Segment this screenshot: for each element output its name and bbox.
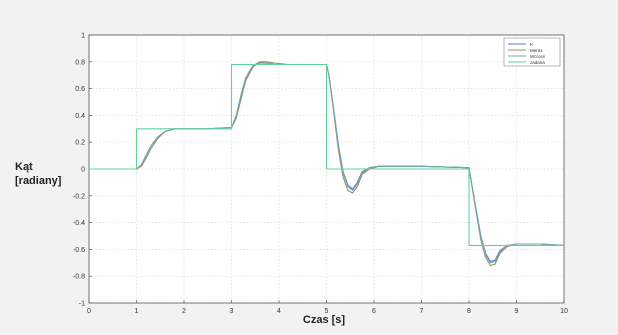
series-line-zadana [89, 63, 564, 246]
y-tick-label: 0.2 [75, 140, 85, 147]
x-tick-label: 3 [230, 308, 234, 315]
legend-label: Wcross [530, 54, 546, 59]
y-tick-label: 0 [81, 167, 85, 174]
x-tick-label: 4 [277, 308, 281, 315]
y-tick-label: -0.2 [73, 193, 85, 200]
x-tick-label: 10 [560, 308, 568, 315]
x-tick-label: 5 [325, 308, 329, 315]
y-tick-label: 0.4 [75, 113, 85, 120]
y-axis-label: Kąt [radiany] [15, 160, 61, 188]
x-tick-label: 7 [420, 308, 424, 315]
legend-box [503, 37, 561, 67]
y-tick-label: -1 [79, 301, 85, 308]
y-tick-label: -0.8 [73, 274, 85, 281]
y-axis-label-line-1: Kąt [15, 161, 33, 173]
y-tick-label: -0.4 [73, 220, 85, 227]
x-tick-label: 1 [135, 308, 139, 315]
x-tick-label: 2 [182, 308, 186, 315]
x-axis-label-wrap: Czas [s] [0, 314, 618, 326]
legend-label: Meras [530, 48, 543, 53]
y-tick-label: 1 [81, 33, 85, 40]
x-tick-label: 6 [372, 308, 376, 315]
legend-label: K [530, 42, 533, 47]
x-tick-label: 0 [87, 308, 91, 315]
x-axis-label: Czas [s] [302, 314, 346, 326]
x-tick-label: 9 [515, 308, 519, 315]
y-tick-label: 0.8 [75, 59, 85, 66]
y-axis-label-line-2: [radiany] [15, 175, 62, 187]
x-tick-label: 8 [467, 308, 471, 315]
y-tick-label: 0.6 [75, 86, 85, 93]
legend-label: zadana [530, 60, 545, 65]
y-tick-label: -0.6 [73, 247, 85, 254]
